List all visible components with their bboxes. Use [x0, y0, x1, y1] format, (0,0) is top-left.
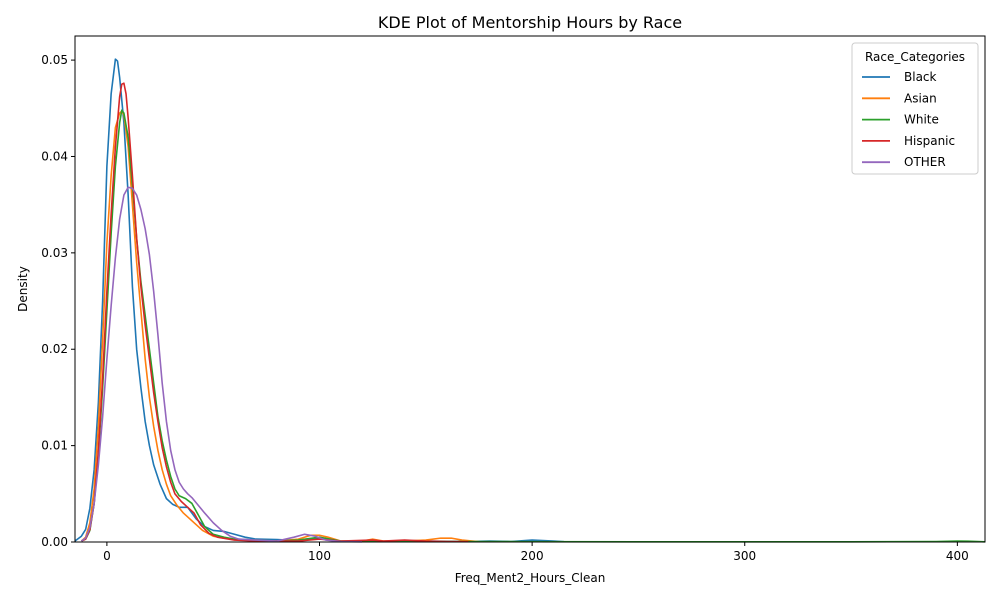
- legend-label-black: Black: [904, 70, 937, 84]
- y-tick-label: 0.02: [41, 342, 68, 356]
- plot-area: [74, 58, 986, 543]
- legend: Race_Categories Black Asian White Hispanic O…: [851, 42, 979, 175]
- y-axis: 0.00 0.01 0.02 0.03 0.04 0.05: [41, 53, 75, 549]
- y-tick-label: 0.03: [41, 246, 68, 260]
- y-tick-label: 0.00: [41, 535, 68, 549]
- y-tick-label: 0.01: [41, 439, 68, 453]
- chart-title: KDE Plot of Mentorship Hours by Race: [378, 13, 682, 32]
- x-axis: 0 100 200 300 400: [103, 542, 969, 563]
- x-tick-label: 400: [946, 549, 969, 563]
- x-tick-label: 200: [521, 549, 544, 563]
- legend-items: Black Asian White Hispanic OTHER: [862, 70, 955, 169]
- legend-label-other: OTHER: [904, 155, 946, 169]
- legend-title: Race_Categories: [865, 50, 965, 64]
- legend-label-white: White: [904, 113, 939, 127]
- x-tick-label: 300: [733, 549, 756, 563]
- legend-label-hispanic: Hispanic: [904, 134, 955, 148]
- series-line-other: [80, 186, 363, 543]
- x-tick-label: 100: [308, 549, 331, 563]
- x-tick-label: 0: [103, 549, 111, 563]
- legend-label-asian: Asian: [904, 91, 937, 105]
- y-tick-label: 0.04: [41, 149, 68, 163]
- axes-frame: [74, 35, 986, 543]
- y-tick-label: 0.05: [41, 53, 68, 67]
- y-axis-title: Density: [16, 266, 30, 312]
- x-axis-title: Freq_Ment2_Hours_Clean: [455, 571, 606, 585]
